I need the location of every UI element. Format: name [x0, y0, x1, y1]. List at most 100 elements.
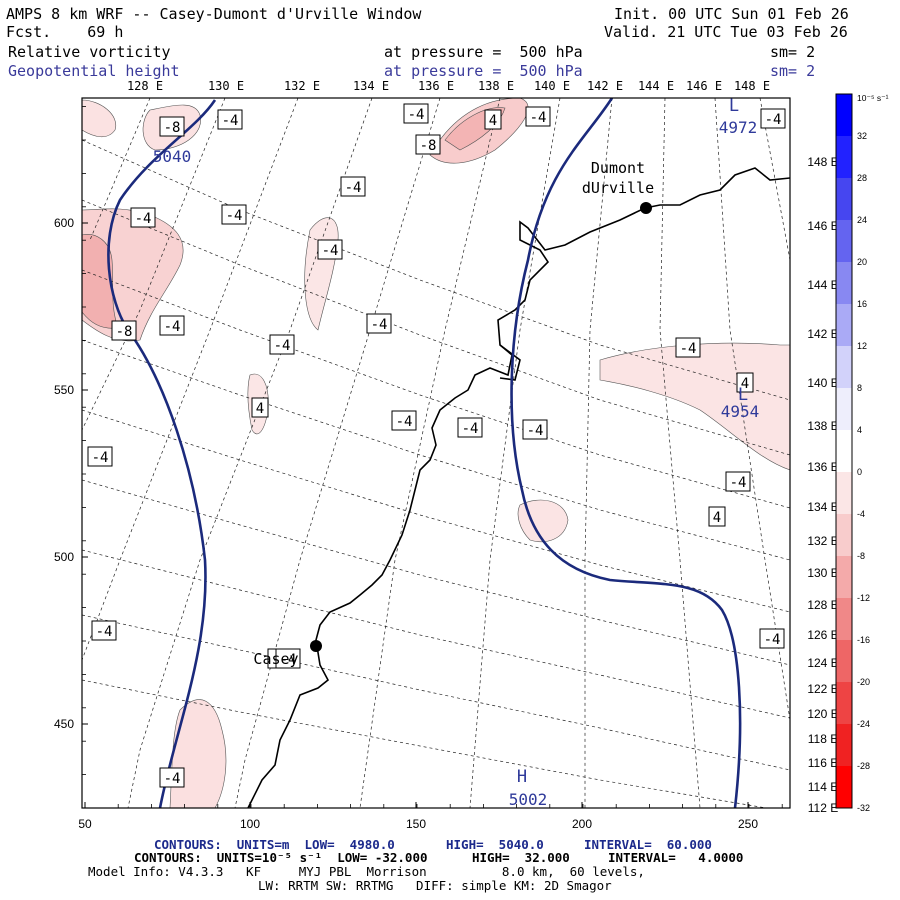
right-lon-label: 112 E: [808, 801, 838, 815]
vorticity-label-box: [111, 320, 137, 341]
high-marker: H: [517, 767, 527, 787]
y-axis-ticks: 450 500 550 600: [54, 106, 88, 809]
field2-smoothing: sm= 2: [770, 62, 816, 80]
footer-physics-info: LW: RRTM SW: RRTMG DIFF: simple KM: 2D S…: [258, 878, 612, 893]
station-labels: Dumont dUrville Casey: [253, 159, 654, 668]
x-tick-label: 50: [78, 817, 92, 831]
field1-pressure: at pressure = 500 hPa: [384, 43, 583, 61]
right-lon-label: 144 E: [807, 278, 838, 292]
top-lon-label: 130 E: [208, 79, 244, 93]
map-frame: [81, 97, 791, 809]
vorticity-label: -4: [462, 421, 479, 437]
right-lon-label: 122 E: [807, 682, 838, 696]
vorticity-label: -4: [322, 243, 339, 259]
colorbar-segment: [836, 388, 852, 430]
colorbar-tick-label: -12: [857, 593, 870, 603]
height-contour-labels: 5040 4972 4954 5002 L L H: [153, 96, 760, 809]
right-lon-label: 130 E: [807, 566, 838, 580]
vorticity-label: 4: [741, 376, 749, 392]
vorticity-label-box: [159, 116, 185, 137]
top-lon-label: 146 E: [686, 79, 722, 93]
colorbar-tick-label: 16: [857, 299, 867, 309]
top-lon-label: 142 E: [587, 79, 623, 93]
vorticity-label: -8: [420, 138, 437, 154]
valid-time: Valid. 21 UTC Tue 03 Feb 26: [604, 23, 848, 41]
field1-smoothing: sm= 2: [770, 43, 816, 61]
vorticity-label: -4: [765, 112, 782, 128]
vorticity-label: -4: [274, 338, 291, 354]
vorticity-label: 4: [713, 510, 721, 526]
colorbar-segment: [836, 262, 852, 304]
colorbar-tick-label: -4: [857, 509, 865, 519]
footer-vorticity-contours-interval: INTERVAL= 4.0000: [608, 850, 744, 865]
height-contour-label: 5002: [509, 790, 548, 809]
vorticity-label: -4: [680, 341, 697, 357]
height-contour-label: 4972: [719, 118, 758, 137]
colorbar-tick-label: 28: [857, 173, 867, 183]
colorbar-segment: [836, 220, 852, 262]
field2-pressure: at pressure = 500 hPa: [384, 62, 583, 80]
vorticity-label-box: [391, 410, 417, 431]
forecast-hour: Fcst. 69 h: [6, 23, 124, 41]
colorbar-tick-label: 24: [857, 215, 867, 225]
field1-name: Relative vorticity: [8, 43, 171, 61]
colorbar-segment: [836, 94, 852, 136]
lat-lon-grid: [82, 98, 790, 808]
vorticity-label-box: [457, 417, 483, 438]
vorticity-label: -4: [396, 414, 413, 430]
vorticity-label-box: [759, 628, 785, 649]
colorbar-tick-label: 4: [857, 425, 862, 435]
vorticity-label-box: [525, 106, 551, 127]
footer-height-contours-high: HIGH= 5040.0: [446, 837, 544, 852]
top-lon-label: 132 E: [284, 79, 320, 93]
colorbar-segment: [836, 556, 852, 598]
y-tick-label: 550: [54, 383, 74, 397]
right-lon-label: 142 E: [807, 327, 838, 341]
right-lon-label: 114 E: [808, 780, 838, 794]
vorticity-label: -4: [730, 475, 747, 491]
vorticity-label-box: [366, 313, 392, 334]
footer-height-contours-units: CONTOURS: UNITS=m LOW= 4980.0: [154, 837, 395, 852]
colorbar-segment: [836, 766, 852, 808]
y-tick-label: 600: [54, 216, 74, 230]
vorticity-label-box: [130, 207, 156, 228]
right-lon-label: 148 E: [807, 155, 838, 169]
vorticity-label-box: [736, 372, 754, 393]
height-contour-label: 4954: [721, 402, 760, 421]
colorbar-tick-label: -8: [857, 551, 865, 561]
vorticity-label-box: [159, 767, 185, 788]
colorbar-segment: [836, 724, 852, 766]
vorticity-label-box: [221, 204, 247, 225]
vorticity-label-box: [760, 108, 786, 129]
vorticity-label: -4: [345, 180, 362, 196]
top-lon-label: 148 E: [734, 79, 770, 93]
height-contours: [107, 98, 742, 808]
right-longitude-labels: 148 E 146 E 144 E 142 E 140 E 138 E 136 E 134 E…: [807, 155, 838, 815]
right-lon-label: 138 E: [807, 419, 838, 433]
vorticity-label: -4: [371, 317, 388, 333]
right-lon-label: 116 E: [808, 756, 838, 770]
vorticity-label: -4: [408, 107, 425, 123]
right-lon-label: 134 E: [807, 500, 838, 514]
vorticity-label: 4: [489, 113, 497, 129]
station-label-durville: dUrville: [582, 179, 654, 197]
colorbar-tick-label: -28: [857, 761, 870, 771]
casey-station-marker: [310, 640, 322, 652]
footer-height-contours-interval: INTERVAL= 60.000: [584, 837, 712, 852]
vorticity-label-box: [91, 620, 117, 641]
vorticity-label: 4: [256, 401, 264, 417]
vorticity-contour-labels: -8 -4 -4 -8 -4 -4 -4 4 -4 -4 -4 -8 -4 -4 -4 -4 4 4 -4 -4 -4 -…: [87, 103, 786, 788]
right-lon-label: 146 E: [807, 219, 838, 233]
top-lon-label: 134 E: [353, 79, 389, 93]
init-time: Init. 00 UTC Sun 01 Feb 26: [614, 5, 849, 23]
colorbar-tick-label: -32: [857, 803, 870, 813]
low-marker: L: [729, 96, 739, 116]
vorticity-label: -4: [164, 771, 181, 787]
vorticity-label-box: [340, 176, 366, 197]
footer-vorticity-contours-high: HIGH= 32.000: [472, 850, 570, 865]
field2-name: Geopotential height: [8, 62, 180, 80]
right-lon-label: 128 E: [807, 598, 838, 612]
vorticity-label: -4: [92, 450, 109, 466]
top-lon-label: 140 E: [534, 79, 570, 93]
vorticity-label: -4: [764, 632, 781, 648]
